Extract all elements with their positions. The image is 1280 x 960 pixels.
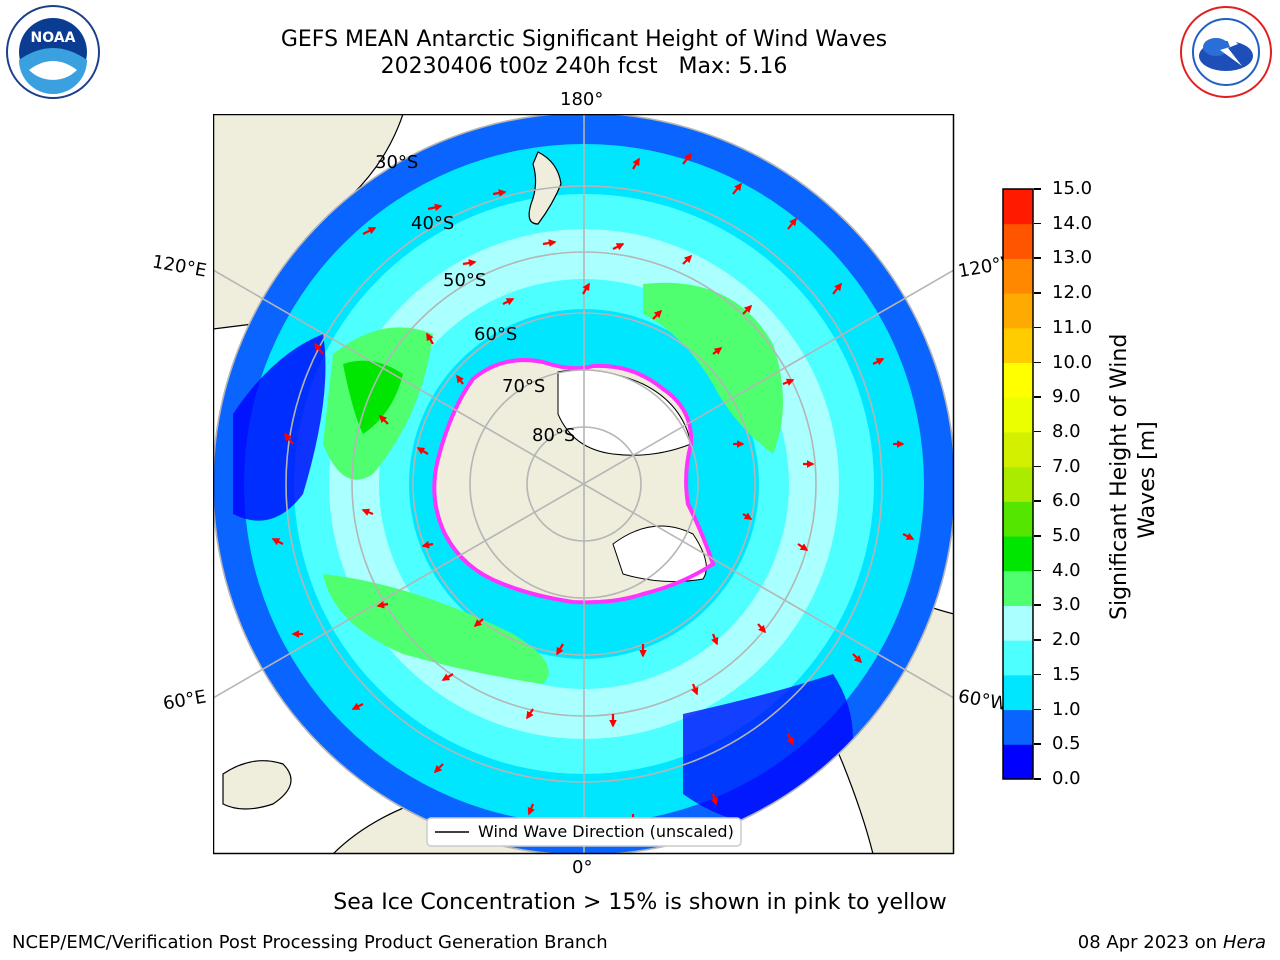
colorbar-tick-label: 3.0	[1052, 594, 1081, 616]
colorbar-segment	[1003, 223, 1033, 259]
colorbar-segment	[1003, 466, 1033, 502]
madagascar-land	[222, 760, 292, 810]
colorbar-segment	[1003, 397, 1033, 433]
colorbar-tick-label: 9.0	[1052, 386, 1081, 408]
title-line-1: GEFS MEAN Antarctic Significant Height o…	[280, 27, 888, 52]
colorbar-tick-mark	[1034, 396, 1041, 398]
colorbar-tick-mark	[1034, 535, 1041, 537]
polar-map: 30°S 40°S 50°S 60°S 70°S 80°S Wind Wave …	[213, 114, 955, 855]
colorbar-tick-label: 6.0	[1052, 490, 1081, 512]
colorbar-segment	[1003, 431, 1033, 468]
legend-label: Wind Wave Direction (unscaled)	[478, 822, 734, 841]
colorbar-title-line-1: Significant Height of Wind	[1107, 333, 1132, 620]
footer-date-text: 08 Apr 2023 on	[1077, 932, 1223, 953]
colorbar-tick-label: 1.0	[1052, 698, 1081, 720]
colorbar-tick-mark	[1034, 500, 1041, 502]
colorbar-tick-label: 12.0	[1052, 282, 1093, 304]
colorbar-tick-mark	[1034, 292, 1041, 294]
sea-ice-caption: Sea Ice Concentration > 15% is shown in …	[333, 890, 947, 915]
colorbar-tick-label: 1.5	[1052, 663, 1081, 685]
colorbar-tick-label: 4.0	[1052, 559, 1081, 581]
footer-date: 08 Apr 2023 on Hera	[1078, 932, 1266, 953]
colorbar-tick-mark	[1034, 569, 1041, 572]
national-weather-service-logo	[1180, 6, 1272, 98]
graticule	[213, 114, 954, 854]
map-frame	[213, 114, 955, 855]
colorbar-segment	[1003, 258, 1033, 294]
lon-label-0: 0°	[572, 857, 593, 878]
lon-label-120e: 120°E	[150, 251, 209, 282]
lat-label-50s: 50°S	[443, 270, 486, 291]
colorbar-tick-mark	[1034, 188, 1041, 190]
colorbar-tick-mark	[1034, 708, 1041, 711]
colorbar-tick-mark	[1034, 673, 1041, 676]
colorbar-tick-mark	[1034, 430, 1041, 433]
colorbar-segment	[1003, 501, 1033, 537]
colorbar-tick-label: 10.0	[1052, 351, 1093, 373]
wind-wave-arrows	[271, 152, 915, 828]
colorbar-tick-mark	[1034, 222, 1041, 225]
colorbar-segment	[1003, 327, 1033, 364]
colorbar-title: Significant Height of Wind Waves [m]	[1106, 333, 1162, 620]
colorbar-segment	[1003, 189, 1033, 225]
lat-label-60s: 60°S	[474, 324, 517, 345]
colorbar-segment	[1003, 640, 1033, 676]
colorbar-tick-mark	[1034, 639, 1041, 641]
colorbar-tick-mark	[1034, 743, 1041, 745]
colorbar-tick-mark	[1034, 604, 1041, 606]
title-line-2: 20230406 t00z 240h fcst Max: 5.16	[380, 54, 788, 79]
colorbar-tick-label: 15.0	[1052, 178, 1093, 199]
colorbar-tick-mark	[1034, 257, 1041, 259]
colorbar-segment	[1003, 605, 1033, 641]
lat-label-80s: 80°S	[532, 425, 575, 446]
colorbar-tick-label: 14.0	[1052, 212, 1093, 234]
colorbar-segment	[1003, 744, 1033, 780]
arrow-legend: Wind Wave Direction (unscaled)	[426, 817, 742, 847]
colorbar-tick-label: 0.0	[1052, 768, 1081, 789]
chart-title: GEFS MEAN Antarctic Significant Height o…	[0, 26, 1168, 80]
colorbar-tick-label: 0.5	[1052, 733, 1081, 755]
colorbar-tick-label: 5.0	[1052, 525, 1081, 547]
noaa-logo: NOAA	[6, 5, 100, 99]
footer-branch: NCEP/EMC/Verification Post Processing Pr…	[12, 932, 608, 953]
colorbar-tick-label: 8.0	[1052, 420, 1081, 442]
footer-machine: Hera	[1222, 932, 1266, 953]
lat-label-40s: 40°S	[411, 213, 454, 234]
colorbar-tick-label: 2.0	[1052, 629, 1081, 651]
colorbar-tick-mark	[1034, 326, 1041, 329]
colorbar-title-line-2: Waves [m]	[1135, 421, 1160, 539]
colorbar-tick-label: 11.0	[1052, 316, 1093, 338]
colorbar-segment	[1003, 536, 1033, 572]
colorbar-segment	[1003, 570, 1033, 606]
colorbar-tick-mark	[1034, 465, 1041, 468]
noaa-logo-text: NOAA	[31, 30, 76, 46]
colorbar	[1002, 188, 1034, 780]
colorbar-frame	[1002, 188, 1034, 780]
colorbar-tick-label: 13.0	[1052, 247, 1093, 269]
colorbar-tick-mark	[1034, 778, 1041, 780]
lon-label-60e: 60°E	[161, 686, 208, 715]
lat-label-70s: 70°S	[502, 376, 545, 397]
colorbar-segment	[1003, 293, 1033, 329]
colorbar-tick-mark	[1034, 361, 1041, 364]
colorbar-segment	[1003, 674, 1033, 711]
colorbar-tick-label: 7.0	[1052, 455, 1081, 477]
lat-label-30s: 30°S	[375, 152, 418, 173]
colorbar-segment	[1003, 362, 1033, 398]
colorbar-segment	[1003, 709, 1033, 745]
sea-ice-edge	[432, 358, 716, 605]
lon-label-180: 180°	[560, 89, 604, 110]
